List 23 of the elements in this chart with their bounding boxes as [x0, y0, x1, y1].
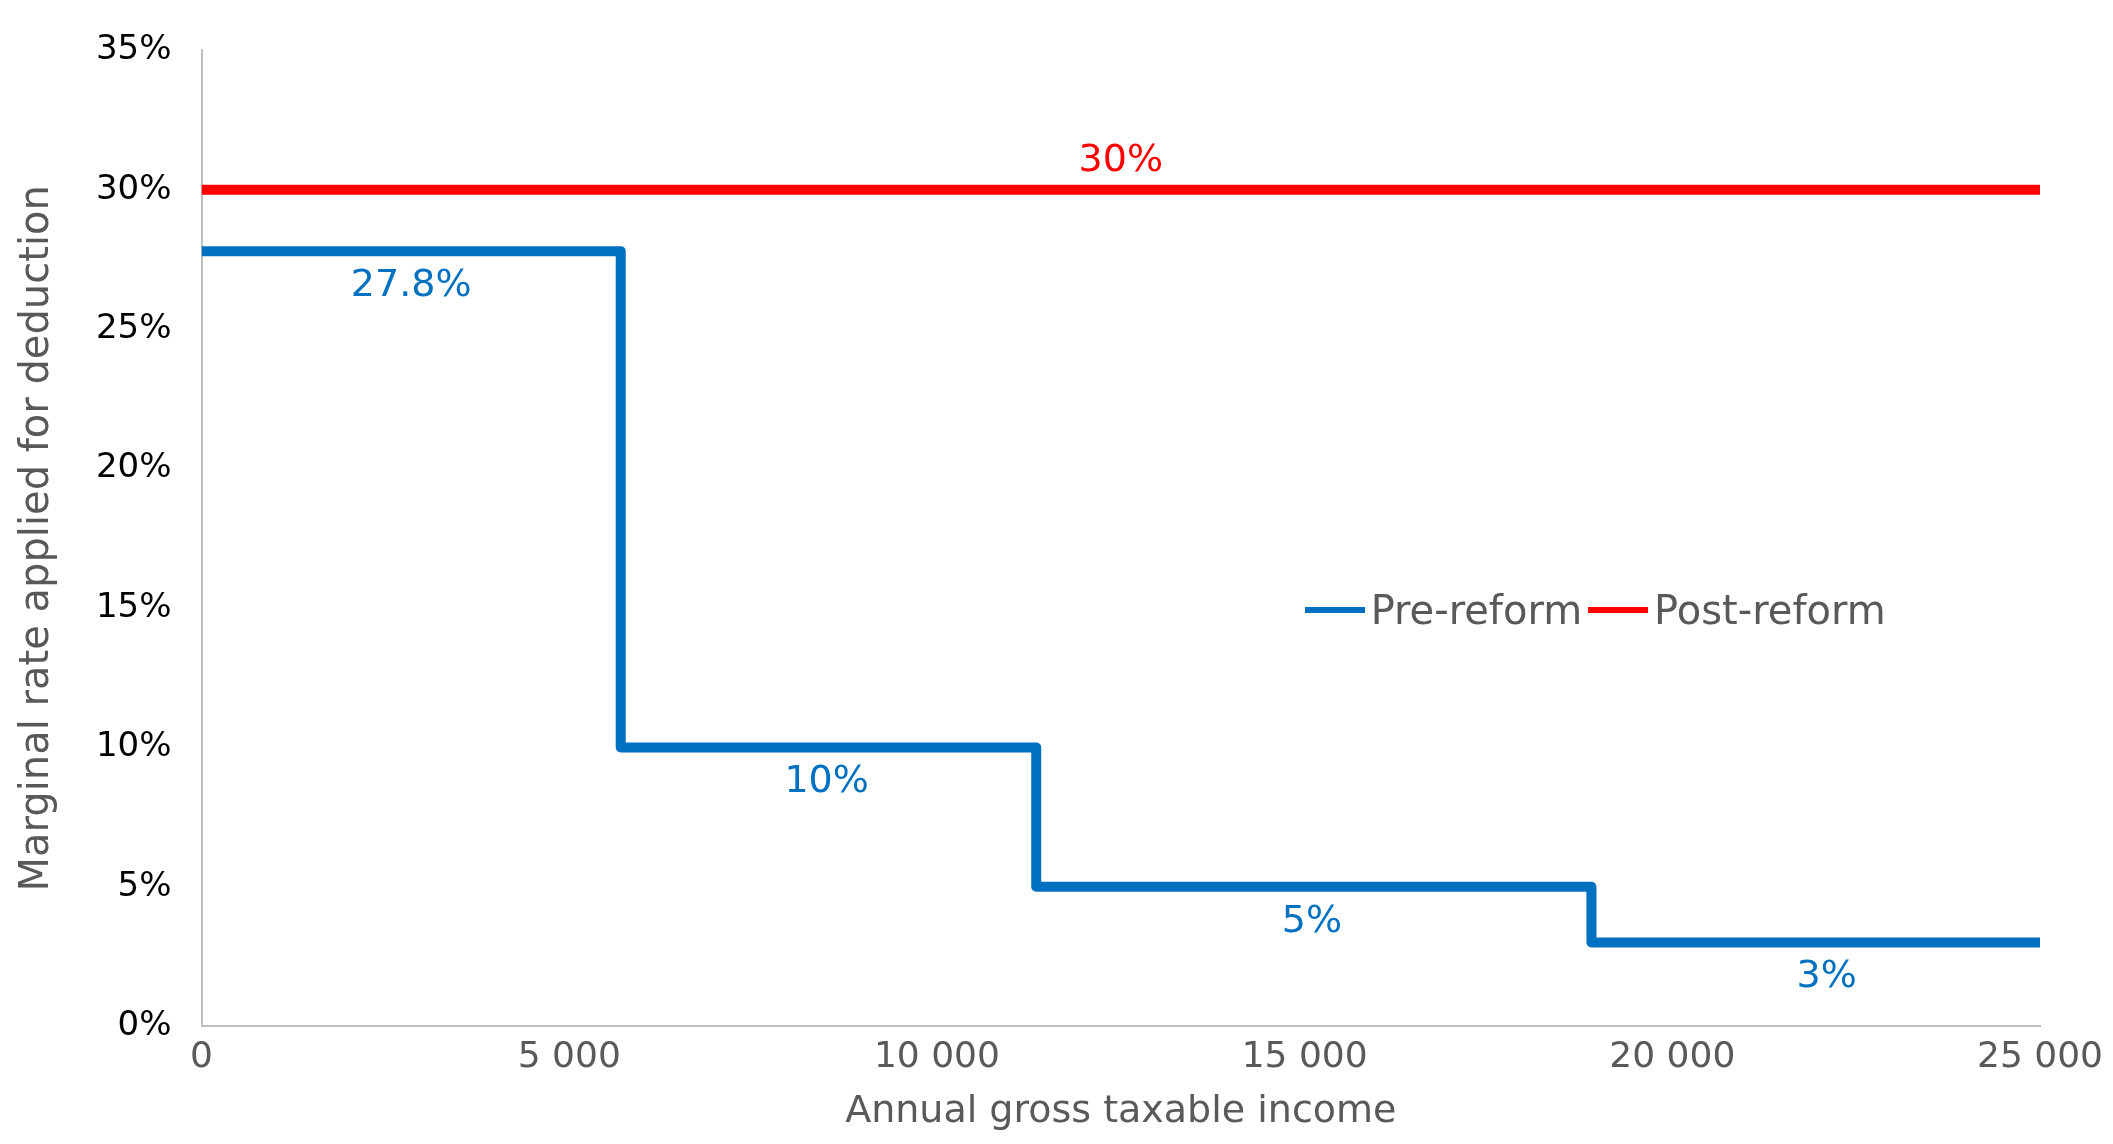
- annotation: 27.8%: [350, 261, 472, 306]
- legend-label: Pre-reform: [1370, 587, 1583, 634]
- y-axis-title: Marginal rate applied for deduction: [11, 185, 58, 892]
- y-tick-label: 35%: [95, 27, 172, 68]
- x-axis-title: Annual gross taxable income: [845, 1087, 1397, 1132]
- y-tick-label: 25%: [95, 306, 172, 347]
- y-tick-label: 15%: [95, 584, 172, 625]
- x-tick-label: 25 000: [1977, 1034, 2103, 1076]
- annotation: 10%: [784, 757, 869, 802]
- x-tick-label: 5 000: [517, 1034, 621, 1076]
- y-tick-label: 0%: [117, 1003, 172, 1044]
- annotation: 3%: [1796, 952, 1857, 997]
- annotation: 5%: [1281, 896, 1343, 941]
- y-tick-label: 20%: [95, 445, 172, 486]
- y-tick-label: 5%: [117, 863, 172, 904]
- y-tick-label: 10%: [95, 724, 172, 765]
- annotation: 30%: [1078, 135, 1164, 180]
- x-tick-label: 15 000: [1241, 1034, 1368, 1076]
- y-tick-label: 30%: [95, 166, 172, 207]
- x-tick-label: 20 000: [1609, 1034, 1736, 1076]
- legend-label: Post-reform: [1654, 587, 1886, 634]
- x-tick-label: 0: [190, 1034, 214, 1076]
- x-tick-label: 10 000: [873, 1034, 1000, 1076]
